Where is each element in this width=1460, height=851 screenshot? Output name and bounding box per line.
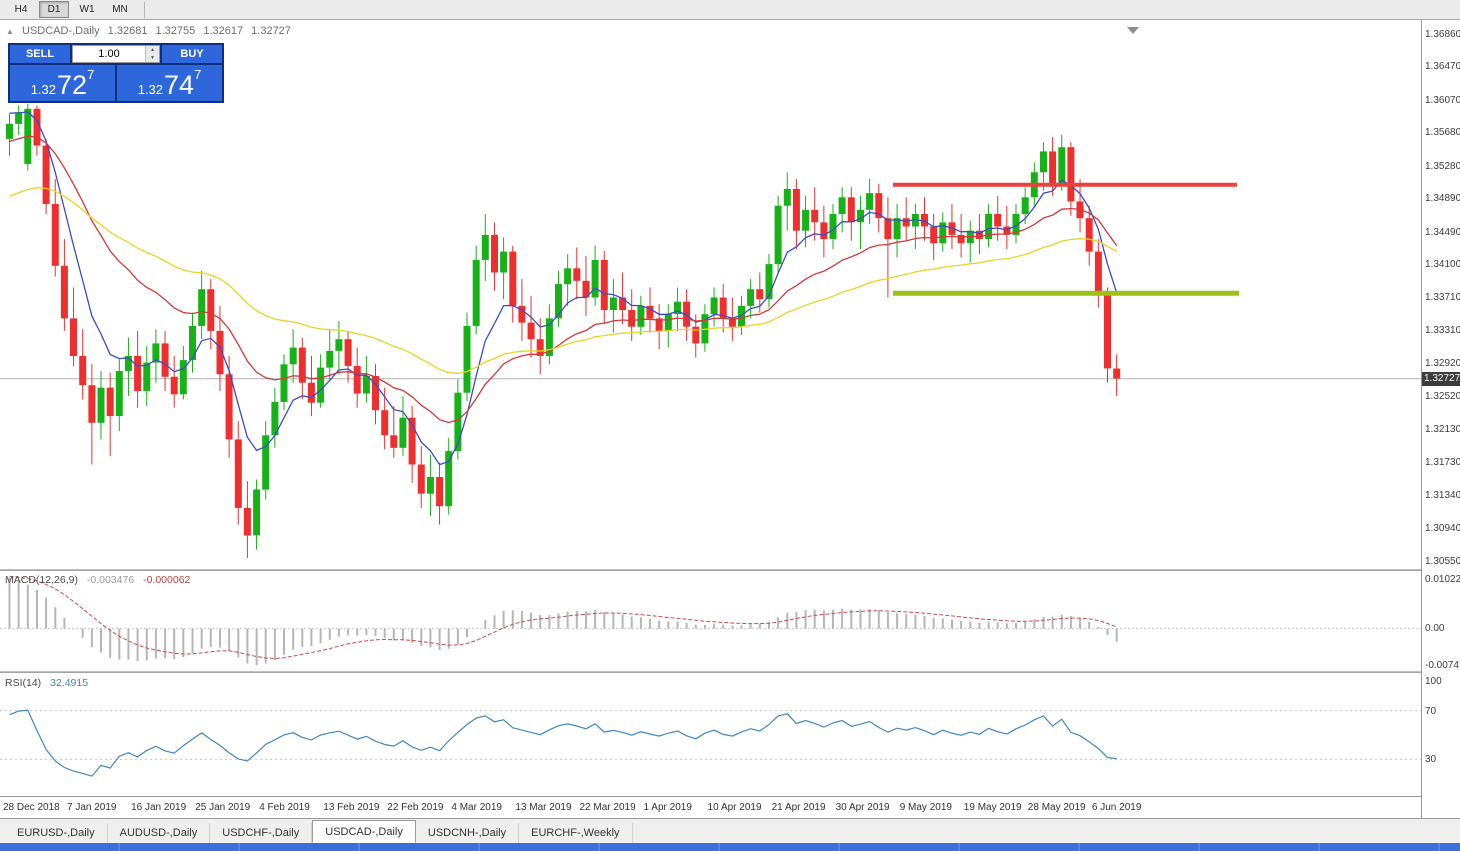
timeframe-button-h4[interactable]: H4: [14, 4, 28, 15]
date-label: 9 May 2019: [899, 802, 952, 813]
volume-decrease-button[interactable]: ▼: [146, 54, 159, 62]
price-tick-label: 1.36860: [1425, 28, 1460, 40]
date-label: 10 Apr 2019: [707, 802, 762, 813]
macd-signal-value: -0.000062: [143, 574, 191, 586]
time-axis-divider: [0, 796, 1460, 797]
price-tick-label: 1.35680: [1425, 127, 1460, 139]
chart-ohlc-title: ▲ USDCAD-,Daily 1.32681 1.32755 1.32617 …: [6, 25, 296, 37]
toolbar-separator: [144, 1, 145, 18]
price-tick-label: 1.30940: [1425, 522, 1460, 534]
price-chart-canvas[interactable]: [0, 20, 1421, 818]
volume-field[interactable]: 1.00 ▲ ▼: [72, 45, 160, 63]
chart-tab-audusd-daily[interactable]: AUDUSD-,Daily: [108, 823, 211, 843]
chart-tab-usdchf-daily[interactable]: USDCHF-,Daily: [210, 823, 313, 843]
time-axis[interactable]: 28 Dec 2018 7 Jan 2019 16 Jan 2019 25 Jan 2…: [0, 797, 1421, 818]
rsi-scale-label: 70: [1425, 706, 1437, 717]
chart-window[interactable]: ▲ USDCAD-,Daily 1.32681 1.32755 1.32617 …: [0, 20, 1460, 818]
timeframe-button-d1[interactable]: D1: [39, 1, 69, 18]
current-price-badge: 1.32727: [1422, 371, 1460, 386]
price-tick-label: 1.34100: [1425, 259, 1460, 271]
date-label: 28 Dec 2018: [3, 802, 60, 813]
date-label: 30 Apr 2019: [835, 802, 890, 813]
date-label: 16 Jan 2019: [131, 802, 187, 813]
volume-spinner: ▲ ▼: [145, 46, 159, 62]
chart-tab-usdcnh-daily[interactable]: USDCNH-,Daily: [416, 823, 520, 843]
chart-tab-eurusd-daily[interactable]: EURUSD-,Daily: [5, 823, 108, 843]
ohlc-low: 1.32617: [203, 25, 244, 37]
timeframe-toolbar: H4 D1 W1 MN: [0, 0, 1460, 20]
price-tick-label: 1.36070: [1425, 94, 1460, 106]
date-label: 22 Feb 2019: [387, 802, 444, 813]
symbol-label: USDCAD-,Daily: [21, 25, 100, 37]
ohlc-open: 1.32681: [107, 25, 148, 37]
date-label: 22 Mar 2019: [579, 802, 636, 813]
chart-tab-bar: EURUSD-,Daily AUDUSD-,Daily USDCHF-,Daily U…: [0, 818, 1460, 843]
price-tick-label: 1.33710: [1425, 291, 1460, 303]
ohlc-close: 1.32727: [251, 25, 291, 37]
buy-price-button[interactable]: 1.32 74 7: [117, 65, 222, 101]
price-tick-label: 1.33310: [1425, 325, 1460, 337]
date-label: 21 Apr 2019: [771, 802, 826, 813]
price-tick-label: 1.30550: [1425, 555, 1460, 567]
date-label: 19 May 2019: [963, 802, 1022, 813]
panel-splitter[interactable]: [0, 670, 1460, 673]
date-label: 6 Jun 2019: [1091, 802, 1142, 813]
buy-price-bigfigure: 1.32: [137, 82, 164, 97]
date-label: 7 Jan 2019: [67, 802, 117, 813]
buy-button[interactable]: BUY: [162, 45, 222, 63]
rsi-scale-label: 30: [1425, 754, 1437, 765]
rsi-title: RSI(14): [5, 677, 42, 689]
macd-scale-label: 0.010229: [1425, 574, 1460, 585]
buy-price-pipette: 7: [194, 67, 202, 82]
macd-scale-label: 0.00: [1425, 623, 1445, 634]
rsi-value: 32.4915: [50, 677, 89, 689]
sell-price-pipette: 7: [87, 67, 95, 82]
date-label: 4 Mar 2019: [451, 802, 502, 813]
price-tick-label: 1.32920: [1425, 357, 1460, 369]
sell-price-bigfigure: 1.32: [30, 82, 57, 97]
macd-scale-label: -0.007472: [1425, 660, 1460, 671]
price-tick-label: 1.36470: [1425, 61, 1460, 73]
rsi-scale-label: 100: [1425, 676, 1442, 687]
symbol-arrow-icon: ▲: [6, 27, 14, 36]
date-label: 28 May 2019: [1027, 802, 1086, 813]
sell-price-button[interactable]: 1.32 72 7: [10, 65, 115, 101]
price-tick-label: 1.35280: [1425, 160, 1460, 172]
macd-header: MACD(12,26,9) -0.003476 -0.000062: [5, 574, 196, 586]
windows-taskbar-sliver[interactable]: [0, 843, 1460, 851]
chart-shift-marker[interactable]: [1127, 27, 1139, 34]
buy-price-pips: 74: [164, 70, 195, 100]
volume-increase-button[interactable]: ▲: [146, 46, 159, 54]
date-label: 1 Apr 2019: [643, 802, 692, 813]
timeframe-button-mn[interactable]: MN: [112, 4, 128, 15]
sell-price-pips: 72: [57, 70, 88, 100]
price-scale[interactable]: 1.32727 1.36860 1.36470 1.36070 1.35680 1.35…: [1421, 20, 1460, 818]
date-label: 13 Mar 2019: [515, 802, 572, 813]
one-click-trading-panel: SELL 1.00 ▲ ▼ BUY 1.32 72 7 1.32: [8, 43, 224, 103]
date-label: 13 Feb 2019: [323, 802, 380, 813]
date-label: 25 Jan 2019: [195, 802, 251, 813]
price-tick-label: 1.31340: [1425, 489, 1460, 501]
rsi-header: RSI(14) 32.4915: [5, 677, 94, 689]
macd-title: MACD(12,26,9): [5, 574, 78, 586]
price-tick-label: 1.32520: [1425, 391, 1460, 402]
sell-button[interactable]: SELL: [10, 45, 70, 63]
macd-main-value: -0.003476: [86, 574, 135, 586]
date-label: 4 Feb 2019: [259, 802, 310, 813]
price-tick-label: 1.34890: [1425, 193, 1460, 205]
chart-tab-usdcad-daily[interactable]: USDCAD-,Daily: [312, 820, 416, 843]
chart-tab-eurchf-weekly[interactable]: EURCHF-,Weekly: [519, 823, 633, 843]
price-tick-label: 1.31730: [1425, 457, 1460, 468]
price-tick-label: 1.32130: [1425, 423, 1460, 435]
price-tick-label: 1.34490: [1425, 226, 1460, 238]
ohlc-high: 1.32755: [155, 25, 196, 37]
panel-splitter[interactable]: [0, 568, 1460, 571]
timeframe-buttons: H4 D1 W1 MN: [6, 1, 138, 18]
timeframe-button-w1[interactable]: W1: [79, 4, 95, 15]
volume-input[interactable]: 1.00: [98, 48, 120, 60]
